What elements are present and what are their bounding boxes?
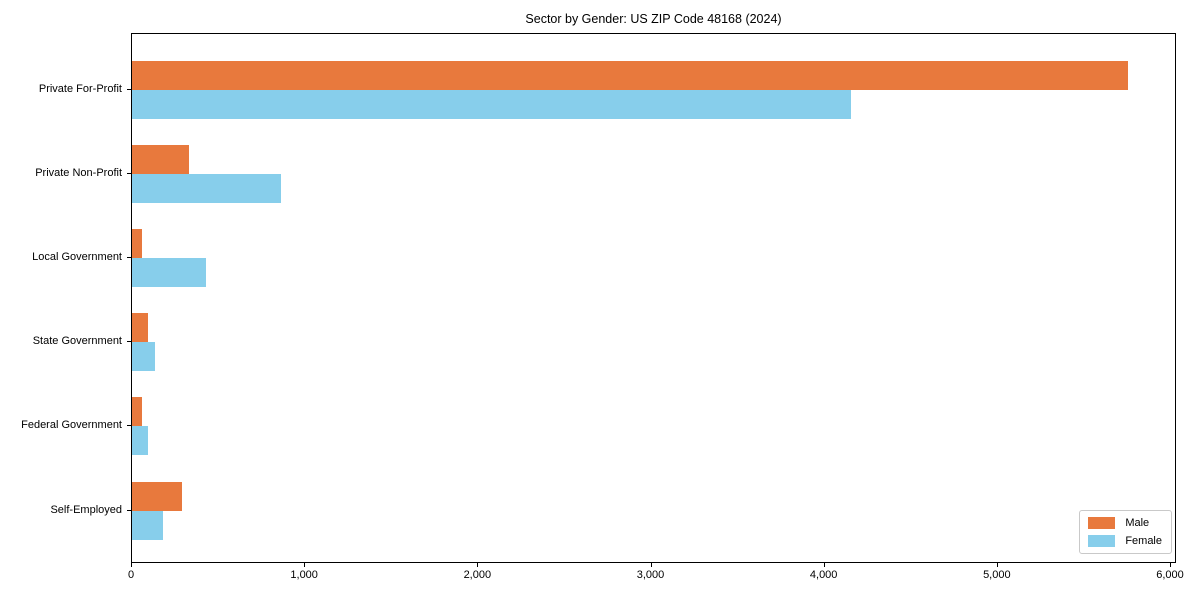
bar-female-private-non-profit <box>132 173 281 203</box>
legend-item-female: Female <box>1088 535 1162 547</box>
bar-female-local-government <box>132 257 207 287</box>
legend-label-female: Female <box>1125 535 1162 547</box>
y-tick-mark <box>127 172 131 174</box>
bar-male-local-government <box>132 228 142 258</box>
bar-male-private-non-profit <box>132 144 190 174</box>
bar-female-self-employed <box>132 510 164 540</box>
x-tick-mark <box>304 563 306 567</box>
bar-male-state-government <box>132 313 149 343</box>
xtick-label-3000: 3,000 <box>636 569 665 581</box>
legend-label-male: Male <box>1125 517 1150 529</box>
male-swatch <box>1088 517 1116 529</box>
x-tick-mark <box>1170 563 1171 567</box>
y-tick-mark <box>127 425 131 427</box>
y-tick-mark <box>127 509 131 511</box>
xtick-label-5000: 5,000 <box>983 569 1011 581</box>
bar-male-federal-government <box>132 397 143 427</box>
y-tick-mark <box>127 88 131 90</box>
ytick-label-private-non-profit: Private Non-Profit <box>35 166 122 179</box>
plot-area: Male Female <box>131 33 1176 563</box>
ytick-label-self-employed: Self-Employed <box>50 503 122 516</box>
y-tick-mark <box>127 341 131 343</box>
x-tick-mark <box>131 563 132 567</box>
bar-female-federal-government <box>132 426 149 456</box>
ytick-label-local-government: Local Government <box>32 250 122 263</box>
x-tick-mark <box>477 563 479 567</box>
x-tick-mark <box>996 563 998 567</box>
xtick-label-4000: 4,000 <box>809 569 838 581</box>
bar-male-self-employed <box>132 481 183 511</box>
xtick-label-1000: 1,000 <box>290 569 318 581</box>
chart-title: Sector by Gender: US ZIP Code 48168 (202… <box>525 12 782 26</box>
legend: Male Female <box>1079 510 1172 554</box>
ytick-label-state-government: State Government <box>32 335 122 348</box>
bar-male-private-for-profit <box>132 60 1128 90</box>
ytick-label-federal-government: Federal Government <box>21 419 122 432</box>
xtick-label-0: 0 <box>127 569 135 581</box>
female-swatch <box>1088 535 1116 547</box>
xtick-label-2000: 2,000 <box>463 569 492 581</box>
y-tick-mark <box>127 256 131 258</box>
bar-female-state-government <box>132 342 155 372</box>
xtick-label-6000: 6,000 <box>1156 569 1184 581</box>
x-tick-mark <box>650 563 652 567</box>
bar-female-private-for-profit <box>132 89 851 119</box>
x-tick-mark <box>823 563 825 567</box>
ytick-label-private-for-profit: Private For-Profit <box>38 82 122 95</box>
legend-item-male: Male <box>1088 517 1162 529</box>
